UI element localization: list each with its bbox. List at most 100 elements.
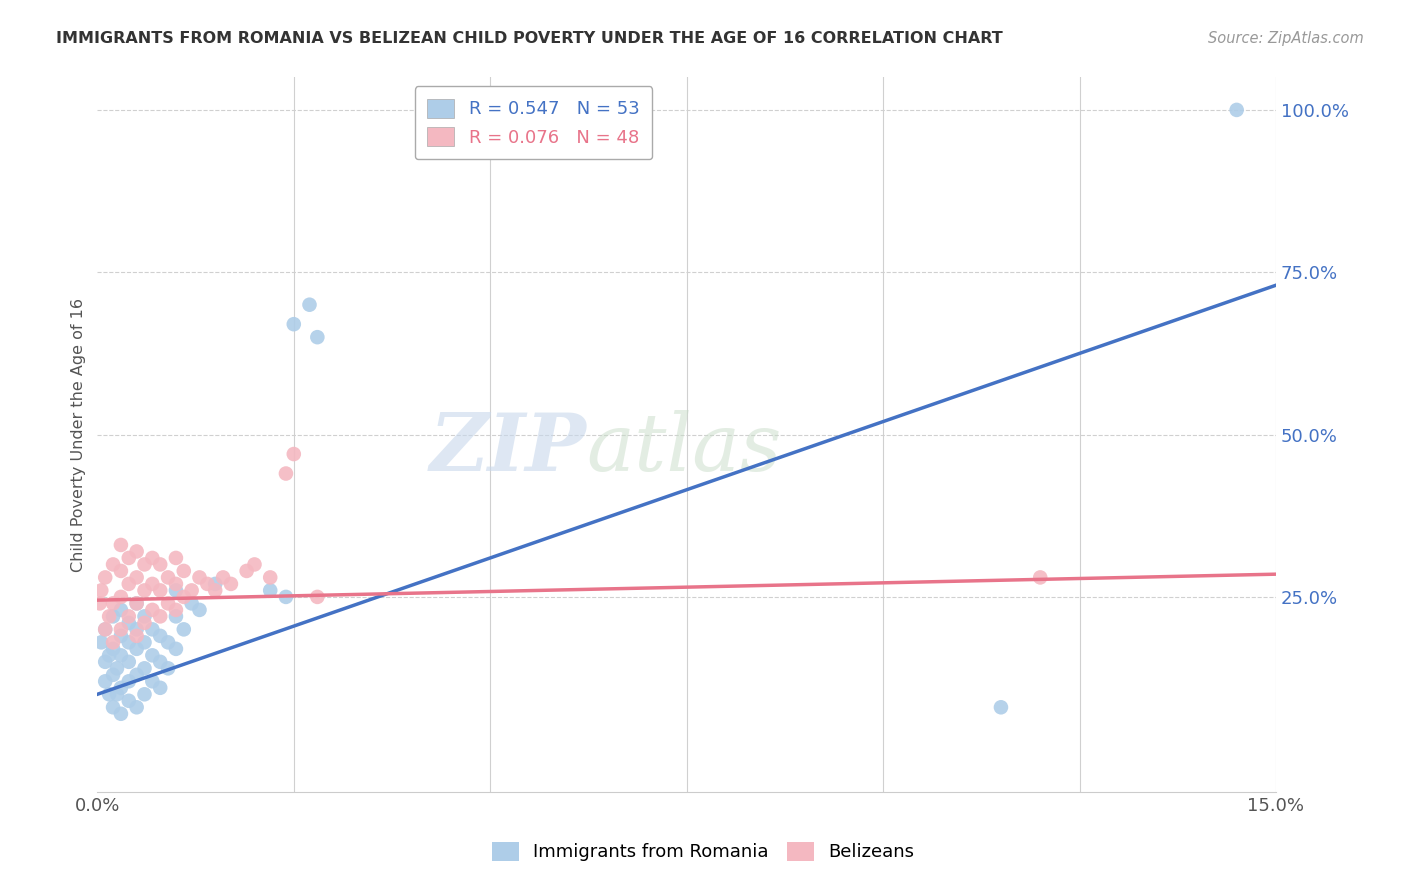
Point bbox=[165, 641, 187, 656]
Point bbox=[118, 577, 141, 591]
Point bbox=[125, 570, 148, 584]
Text: Source: ZipAtlas.com: Source: ZipAtlas.com bbox=[1208, 31, 1364, 46]
Point bbox=[110, 538, 132, 552]
Legend: R = 0.547   N = 53, R = 0.076   N = 48: R = 0.547 N = 53, R = 0.076 N = 48 bbox=[415, 87, 652, 160]
Point bbox=[118, 550, 141, 565]
Point bbox=[110, 590, 132, 604]
Point bbox=[110, 629, 132, 643]
Point bbox=[204, 583, 226, 598]
Point bbox=[98, 609, 121, 624]
Point bbox=[125, 544, 148, 558]
Point bbox=[101, 558, 124, 572]
Point bbox=[283, 317, 305, 331]
Point bbox=[125, 629, 148, 643]
Point bbox=[118, 609, 141, 624]
Point bbox=[195, 577, 218, 591]
Point bbox=[134, 661, 156, 675]
Point bbox=[94, 623, 117, 637]
Point bbox=[283, 447, 305, 461]
Point bbox=[125, 641, 148, 656]
Point bbox=[125, 596, 148, 610]
Point bbox=[165, 603, 187, 617]
Point bbox=[259, 583, 281, 598]
Point bbox=[157, 596, 180, 610]
Point bbox=[235, 564, 257, 578]
Point bbox=[90, 635, 112, 649]
Point bbox=[110, 681, 132, 695]
Point bbox=[259, 570, 281, 584]
Point bbox=[157, 635, 180, 649]
Point bbox=[165, 609, 187, 624]
Point bbox=[105, 687, 128, 701]
Point bbox=[134, 558, 156, 572]
Point bbox=[298, 298, 321, 312]
Text: IMMIGRANTS FROM ROMANIA VS BELIZEAN CHILD POVERTY UNDER THE AGE OF 16 CORRELATIO: IMMIGRANTS FROM ROMANIA VS BELIZEAN CHIL… bbox=[56, 31, 1002, 46]
Point bbox=[990, 700, 1012, 714]
Point bbox=[101, 635, 124, 649]
Point bbox=[157, 570, 180, 584]
Point bbox=[141, 674, 163, 689]
Point bbox=[134, 583, 156, 598]
Point bbox=[89, 596, 111, 610]
Point bbox=[110, 564, 132, 578]
Point bbox=[157, 661, 180, 675]
Point bbox=[180, 583, 202, 598]
Point bbox=[149, 558, 172, 572]
Point bbox=[94, 674, 117, 689]
Point bbox=[149, 609, 172, 624]
Point bbox=[165, 577, 187, 591]
Point bbox=[180, 596, 202, 610]
Point bbox=[134, 615, 156, 630]
Point bbox=[90, 583, 112, 598]
Point bbox=[110, 706, 132, 721]
Point bbox=[101, 609, 124, 624]
Point bbox=[188, 570, 211, 584]
Point bbox=[101, 596, 124, 610]
Point bbox=[101, 700, 124, 714]
Point bbox=[110, 603, 132, 617]
Point bbox=[149, 681, 172, 695]
Text: ZIP: ZIP bbox=[430, 410, 586, 488]
Point bbox=[118, 674, 141, 689]
Point bbox=[141, 623, 163, 637]
Point bbox=[173, 590, 195, 604]
Point bbox=[141, 648, 163, 663]
Text: atlas: atlas bbox=[586, 410, 782, 488]
Point bbox=[134, 609, 156, 624]
Point bbox=[125, 700, 148, 714]
Point bbox=[274, 467, 297, 481]
Point bbox=[219, 577, 242, 591]
Point bbox=[1226, 103, 1249, 117]
Point bbox=[149, 629, 172, 643]
Point bbox=[134, 635, 156, 649]
Point bbox=[149, 655, 172, 669]
Point bbox=[110, 648, 132, 663]
Point bbox=[141, 550, 163, 565]
Point bbox=[188, 603, 211, 617]
Point bbox=[173, 564, 195, 578]
Point bbox=[141, 603, 163, 617]
Point bbox=[134, 687, 156, 701]
Point bbox=[118, 694, 141, 708]
Point bbox=[173, 623, 195, 637]
Point bbox=[94, 623, 117, 637]
Point bbox=[274, 590, 297, 604]
Point bbox=[94, 655, 117, 669]
Point bbox=[165, 550, 187, 565]
Point bbox=[243, 558, 266, 572]
Point bbox=[94, 570, 117, 584]
Point bbox=[105, 661, 128, 675]
Point bbox=[118, 615, 141, 630]
Point bbox=[125, 668, 148, 682]
Point bbox=[118, 635, 141, 649]
Point bbox=[98, 687, 121, 701]
Point bbox=[110, 623, 132, 637]
Point bbox=[165, 583, 187, 598]
Point bbox=[141, 577, 163, 591]
Point bbox=[101, 668, 124, 682]
Point bbox=[149, 583, 172, 598]
Point bbox=[118, 655, 141, 669]
Point bbox=[204, 577, 226, 591]
Y-axis label: Child Poverty Under the Age of 16: Child Poverty Under the Age of 16 bbox=[72, 298, 86, 572]
Point bbox=[125, 623, 148, 637]
